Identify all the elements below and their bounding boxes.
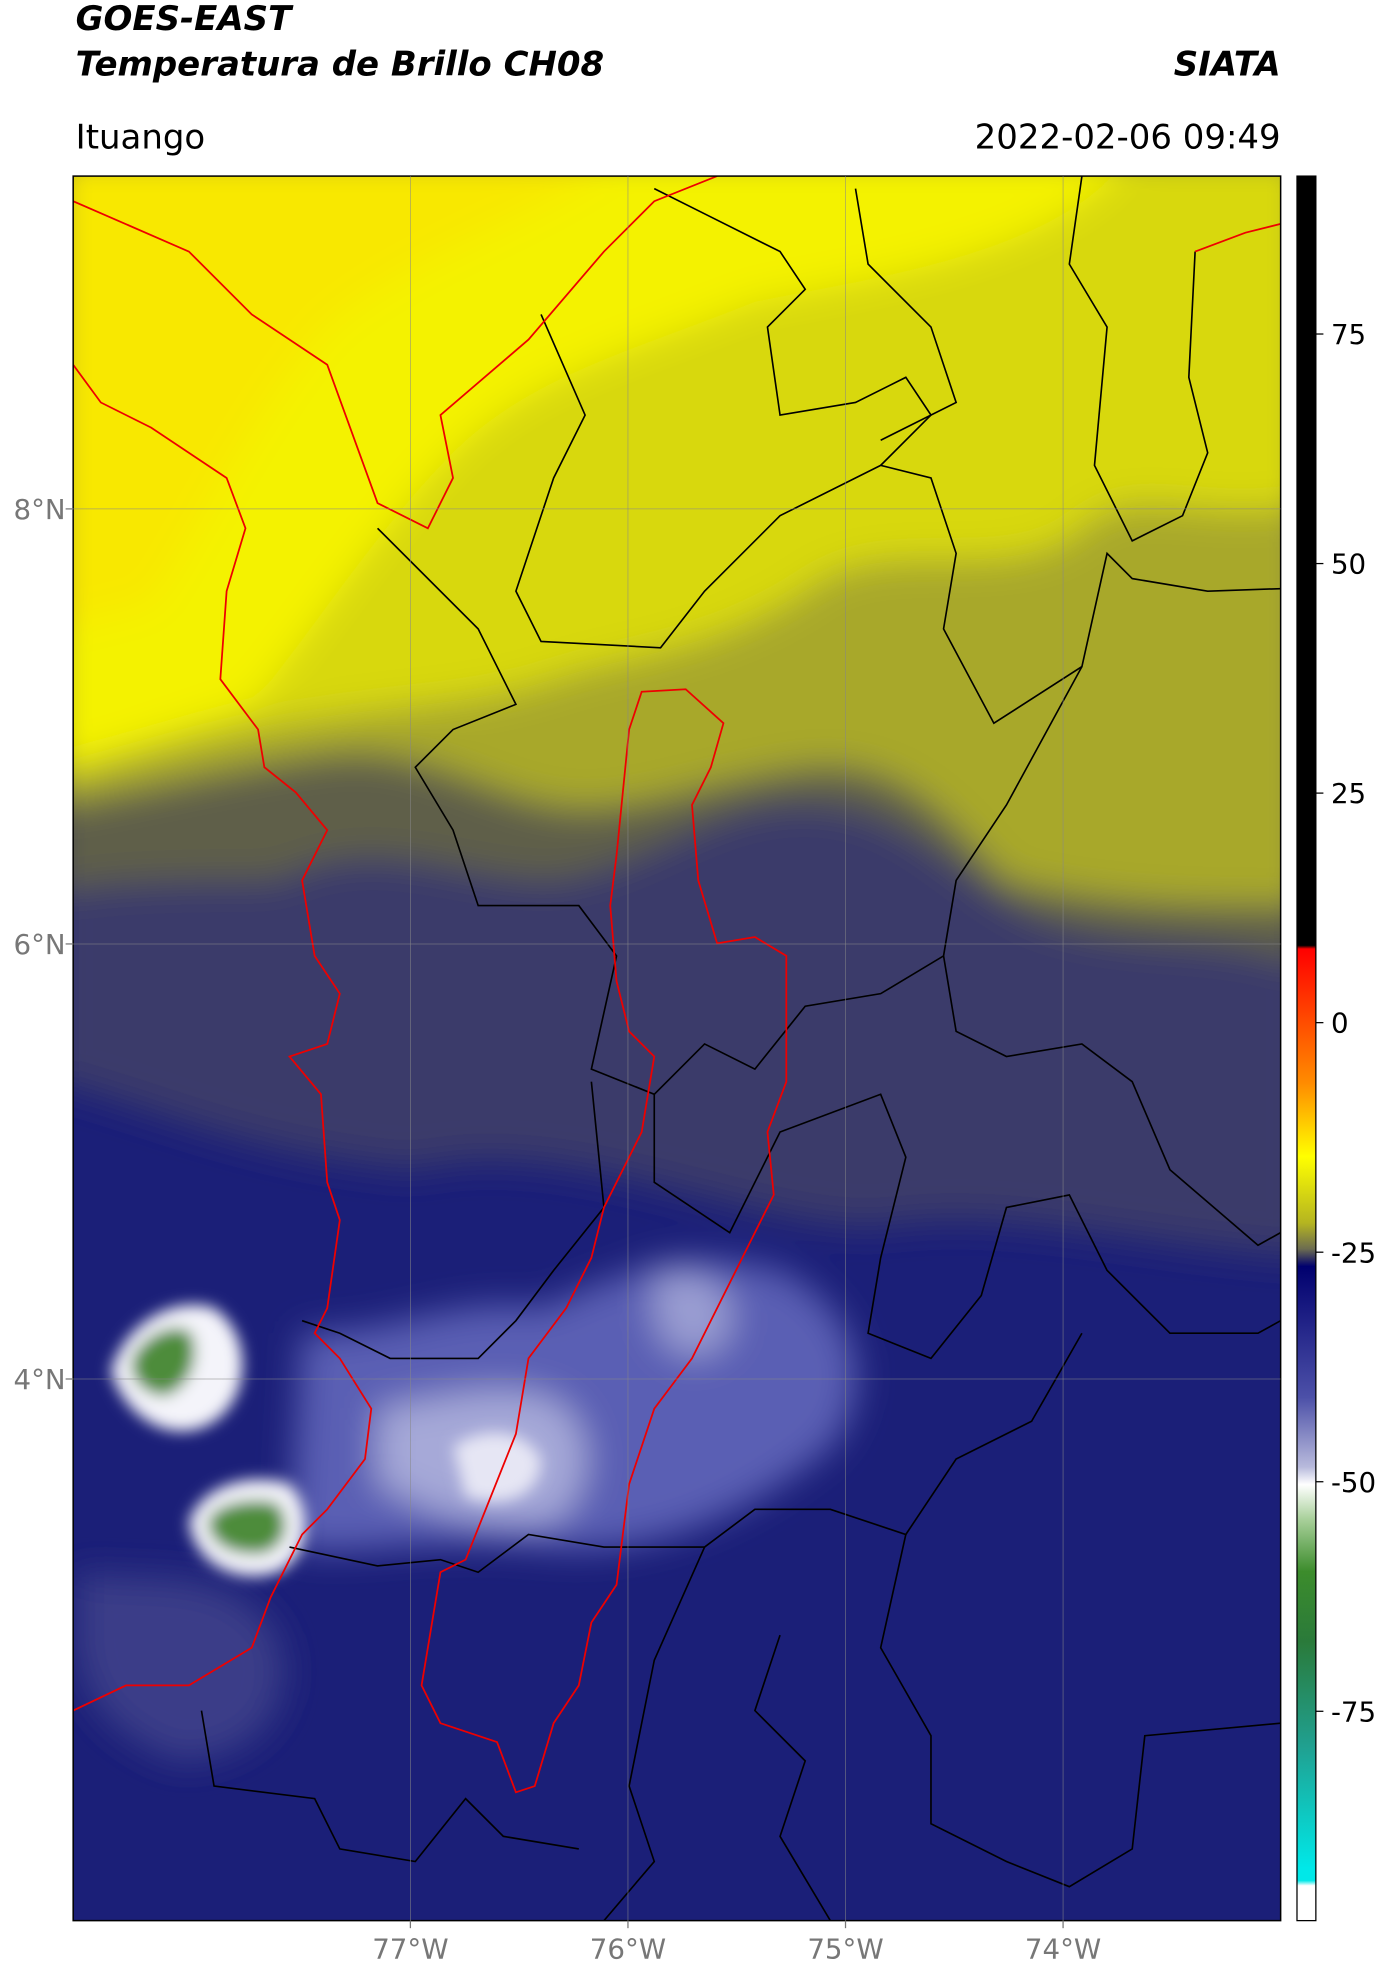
- lon-tick-label: 75°W: [807, 1932, 883, 1965]
- colorbar-tick-label: -75: [1331, 1695, 1376, 1728]
- location: Ituango: [76, 117, 206, 157]
- subtitle: Temperatura de Brillo CH08: [76, 44, 604, 84]
- colorbar-tick-label: 0: [1331, 1007, 1349, 1040]
- borders: [200, 176, 1281, 1921]
- grid: 77°W 76°W 75°W 74°W 8°N 6°N 4°N: [14, 176, 1281, 1965]
- source: SIATA: [1174, 44, 1281, 84]
- lat-tick-label: 4°N: [14, 1363, 66, 1396]
- colorbar-tick-label: -50: [1331, 1466, 1376, 1499]
- lat-tick-label: 8°N: [14, 493, 66, 526]
- title: GOES-EAST: [76, 0, 294, 39]
- map-image: [73, 176, 1281, 1921]
- colorbar-tick-label: 75: [1331, 318, 1366, 351]
- lon-tick-label: 74°W: [1025, 1932, 1101, 1965]
- colorbar: [1296, 175, 1317, 1922]
- colorbar-tick-label: 25: [1331, 777, 1366, 810]
- colorbar-ticks: 75 50 25 0 -25 -50 -75: [1315, 318, 1376, 1728]
- lon-tick-label: 76°W: [590, 1932, 666, 1965]
- datetime: 2022-02-06 09:49: [975, 117, 1281, 157]
- map-frame: [72, 175, 1282, 1922]
- colorbar-tick-label: 50: [1331, 548, 1366, 581]
- red-lines: [73, 176, 1281, 1794]
- lat-tick-label: 6°N: [14, 928, 66, 961]
- lon-tick-label: 77°W: [372, 1932, 448, 1965]
- colorbar-tick-label: -25: [1331, 1236, 1376, 1269]
